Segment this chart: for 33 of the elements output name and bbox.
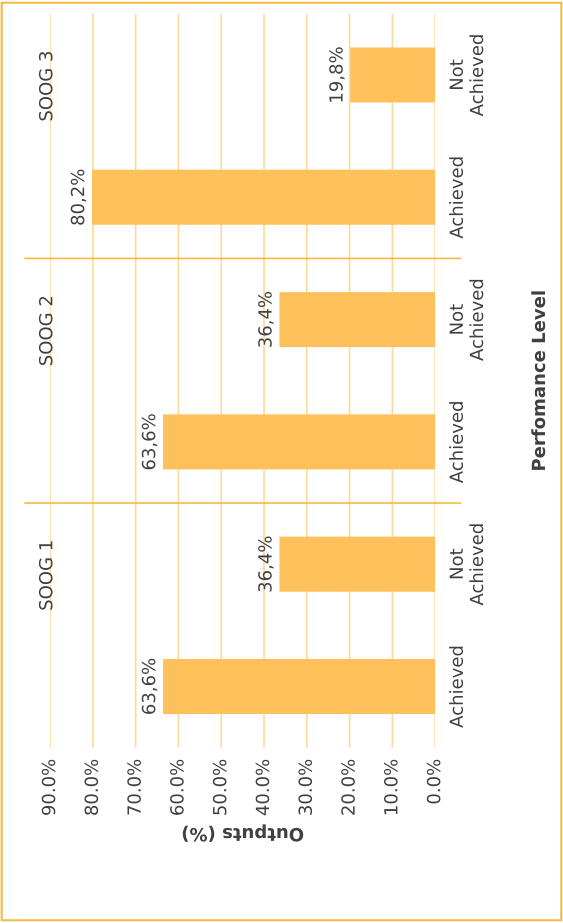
bar xyxy=(163,658,436,714)
x-tick-label: 20.0% xyxy=(341,760,355,815)
x-tick-label: 60.0% xyxy=(170,760,184,815)
x-tick-label: 50.0% xyxy=(212,760,226,815)
annotation: SOOG 3 xyxy=(38,52,53,120)
x-tick-label: 0.0% xyxy=(426,760,440,804)
x-tick-label: 70.0% xyxy=(127,760,141,815)
bar xyxy=(163,414,436,470)
x-tick-label: 80.0% xyxy=(84,760,98,815)
x-tick-label: 90.0% xyxy=(42,760,56,815)
data-label: 36,4% xyxy=(258,536,274,592)
x-tick-label: 40.0% xyxy=(256,760,270,816)
bar xyxy=(350,47,436,103)
y-tick-label: Achieved xyxy=(449,402,464,484)
bar xyxy=(279,536,436,592)
y-tick-label: Not Achieved xyxy=(450,524,484,606)
annotation: SOOG 1 xyxy=(38,541,53,610)
x-tick-label: 30.0% xyxy=(298,760,312,815)
bar xyxy=(279,292,436,348)
data-label: 63,6% xyxy=(142,658,158,714)
data-label: 63,6% xyxy=(142,414,158,470)
y-axis-title: Perfomance Level xyxy=(531,291,546,470)
annotation: SOOG 2 xyxy=(38,296,53,366)
data-label: 19,8% xyxy=(329,47,345,102)
x-axis-title: Outputs (%) xyxy=(182,824,304,842)
data-label: 80,2% xyxy=(70,170,86,225)
y-tick-label: Not Achieved xyxy=(450,35,484,116)
y-tick-label: Achieved xyxy=(449,158,464,239)
data-label: 36,4% xyxy=(258,292,274,347)
x-tick-label: 10.0% xyxy=(384,760,398,814)
bar xyxy=(92,170,436,225)
y-tick-label: Achieved xyxy=(449,646,464,728)
y-tick-label: Not Achieved xyxy=(450,280,484,361)
